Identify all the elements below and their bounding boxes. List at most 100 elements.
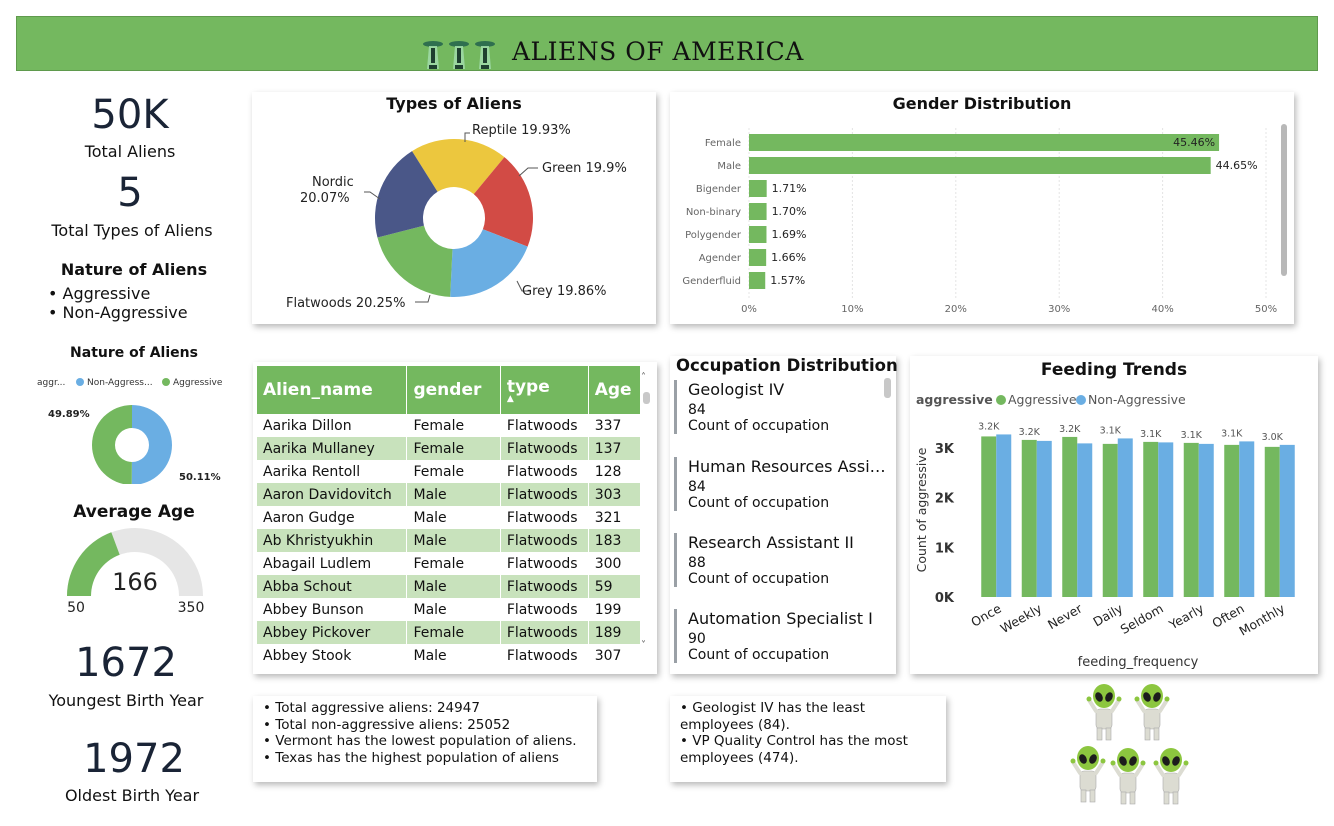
gender-value-label: 1.66% [771,251,806,264]
table-row[interactable]: Abbey Pickover Female Flatwoods 189 [257,621,640,644]
cell-gender: Male [406,598,501,621]
alien-figure-icon [1068,682,1191,806]
table-row[interactable]: Aarika Mullaney Female Flatwoods 137 [257,437,640,460]
types-label-green: Green 19.9% [542,161,627,176]
occupation-count: 84 [688,402,706,418]
feeding-legend-swatch-non-aggressive [1076,395,1086,405]
cell-alien-name: Aarika Dillon [257,414,408,437]
table-row[interactable]: Aaron Gudge Male Flatwoods 321 [257,506,640,529]
cell-age: 321 [588,506,640,529]
feeding-y-tick: 1K [935,541,955,556]
nature-donut-chart: aggr... Non-Aggress... Aggressive 49.89%… [37,378,223,484]
oldest-label: Oldest Birth Year [64,786,200,805]
table-row[interactable]: Abbey Bunson Male Flatwoods 199 [257,598,640,621]
gender-x-tick: 0% [741,304,757,315]
col-header-age[interactable]: Age [588,366,640,414]
feeding-bar-aggressive [1021,439,1037,597]
cell-age: 183 [588,529,640,552]
occupation-item: Human Resources Assis... 84 Count of occ… [674,457,888,511]
cell-gender: Male [406,483,501,506]
feeding-value-label: 3.1K [1221,428,1243,439]
col-header-alien-name[interactable]: Alien_name [257,366,408,414]
gender-chart-card: Gender Distribution 0% 10% 20% 30% 40% 50% Fe… [670,92,1294,324]
aliens-table: Alien_name gender type ▲ Age Aarika Dillo… [257,366,640,667]
types-label-nordic-pct: 20.07% [300,191,350,206]
occupation-scrollbar[interactable] [884,378,891,398]
cell-age: 300 [588,552,640,575]
cell-gender: Female [406,621,501,644]
note-item: Total non-aggressive aliens: 25052 [263,717,587,734]
cell-type: Flatwoods [500,575,589,598]
col-header-type[interactable]: type ▲ [500,366,589,414]
summary-notes-left: Total aggressive aliens: 24947 Total non… [253,696,597,782]
feeding-y-tick: 0K [935,591,955,606]
table-row[interactable]: Ab Khristyukhin Male Flatwoods 183 [257,529,640,552]
occupation-name: Human Resources Assis... [688,457,888,476]
feeding-value-label: 3.2K [1019,427,1041,438]
cell-alien-name: Abba Schout [257,575,408,598]
gender-value-label: 1.69% [771,228,806,241]
nature-donut-title: Nature of Aliens [70,345,198,361]
cell-type: Flatwoods [500,552,589,575]
gender-category-label: Genderfluid [682,276,741,287]
types-chart-title: Types of Aliens [386,94,522,113]
cell-type: Flatwoods [500,460,589,483]
col-header-gender[interactable]: gender [406,366,501,414]
note-item: VP Quality Control has the most employee… [680,733,936,766]
feeding-legend-swatch-aggressive [996,395,1006,405]
types-label-nordic: Nordic [312,175,354,190]
gauge-min: 50 [67,600,85,616]
feeding-chart-card: Feeding Trends aggressive Aggressive Non… [910,356,1318,674]
feeding-bar-aggressive [1062,436,1078,597]
cell-alien-name: Ab Khristyukhin [257,529,408,552]
cell-age: 137 [588,437,640,460]
feeding-value-label: 3.2K [1059,424,1081,435]
feeding-bar-chart: aggressive Aggressive Non-Aggressive Cou… [914,392,1295,670]
total-types-value: 5 [117,170,143,216]
table-row[interactable]: Aarika Dillon Female Flatwoods 337 [257,414,640,437]
gender-category-label: Agender [699,253,742,264]
gender-chart-title: Gender Distribution [892,94,1072,113]
gender-bar [749,249,767,266]
feeding-bar-non-aggressive [1117,438,1133,597]
cell-gender: Male [406,575,501,598]
feeding-bar-non-aggressive [996,434,1012,597]
occupation-count: 84 [688,479,706,495]
cell-age: 307 [588,644,640,667]
feeding-y-axis-title: Count of aggressive [914,447,929,572]
table-scroll-up-icon[interactable]: ˄ [641,372,646,383]
table-row[interactable]: Aarika Rentoll Female Flatwoods 128 [257,460,640,483]
types-donut-chart: Reptile 19.93% Green 19.9% Grey 19.86% F… [286,123,627,311]
nature-list-item: • Aggressive [48,284,151,303]
gender-scrollbar[interactable] [1281,124,1287,276]
cell-age: 303 [588,483,640,506]
table-row[interactable]: Aaron Davidovitch Male Flatwoods 303 [257,483,640,506]
table-scroll-down-icon[interactable]: ˅ [641,640,646,651]
average-age-gauge: 166 50 350 [67,528,205,616]
table-row[interactable]: Abagail Ludlem Female Flatwoods 300 [257,552,640,575]
cell-alien-name: Abagail Ludlem [257,552,408,575]
cell-type: Flatwoods [500,437,589,460]
feeding-value-label: 3.2K [978,421,1000,432]
table-scrollbar[interactable] [643,392,650,404]
cell-type: Flatwoods [500,644,589,667]
table-row[interactable]: Abbey Stook Male Flatwoods 307 [257,644,640,667]
cell-gender: Female [406,460,501,483]
gauge-value: 166 [112,568,158,596]
cell-age: 59 [588,575,640,598]
cell-alien-name: Abbey Pickover [257,621,408,644]
gauge-max: 350 [178,600,205,616]
cell-type: Flatwoods [500,598,589,621]
gender-x-tick: 10% [841,304,863,315]
gender-bar [749,157,1211,174]
gender-value-label: 44.65% [1216,159,1258,172]
feeding-y-tick: 3K [935,442,955,457]
feeding-bar-aggressive [981,436,997,597]
feeding-bar-aggressive [1183,442,1199,597]
gender-x-tick: 20% [945,304,967,315]
types-slice-nordic [375,151,438,238]
table-row[interactable]: Abba Schout Male Flatwoods 59 [257,575,640,598]
gender-category-label: Female [705,138,741,149]
feeding-bar-non-aggressive [1279,444,1295,597]
types-label-grey: Grey 19.86% [522,284,607,299]
